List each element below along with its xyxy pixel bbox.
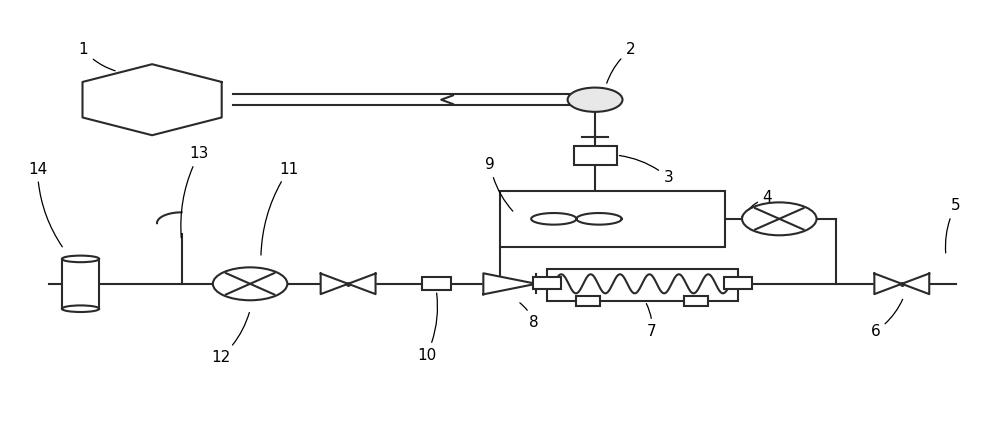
Bar: [576, 296, 600, 306]
Text: 9: 9: [485, 157, 513, 211]
Bar: [500, 191, 725, 247]
Polygon shape: [348, 274, 376, 294]
Text: 12: 12: [211, 312, 249, 365]
Text: 1: 1: [79, 42, 115, 71]
Text: 4: 4: [742, 190, 772, 217]
Bar: [547, 269, 738, 301]
Polygon shape: [483, 273, 536, 294]
Ellipse shape: [62, 255, 99, 262]
Circle shape: [742, 202, 817, 235]
Bar: [422, 277, 451, 290]
Text: 2: 2: [607, 42, 635, 83]
Bar: [724, 277, 752, 289]
Polygon shape: [902, 274, 929, 294]
Bar: [533, 277, 561, 289]
Polygon shape: [874, 274, 902, 294]
Bar: [574, 145, 617, 165]
Bar: [684, 296, 708, 306]
Text: 13: 13: [181, 146, 209, 238]
Circle shape: [213, 267, 287, 300]
Text: 14: 14: [28, 161, 62, 247]
Bar: [62, 259, 99, 309]
Text: 5: 5: [945, 198, 961, 253]
Text: 6: 6: [870, 299, 903, 339]
Polygon shape: [321, 274, 348, 294]
Ellipse shape: [62, 305, 99, 312]
Text: 8: 8: [520, 303, 539, 330]
Text: 3: 3: [619, 156, 673, 185]
Text: 10: 10: [417, 293, 438, 363]
Text: 7: 7: [646, 304, 657, 339]
Text: 11: 11: [261, 161, 299, 255]
Circle shape: [568, 88, 622, 112]
